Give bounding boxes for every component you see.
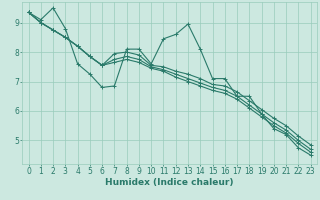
- X-axis label: Humidex (Indice chaleur): Humidex (Indice chaleur): [105, 178, 234, 187]
